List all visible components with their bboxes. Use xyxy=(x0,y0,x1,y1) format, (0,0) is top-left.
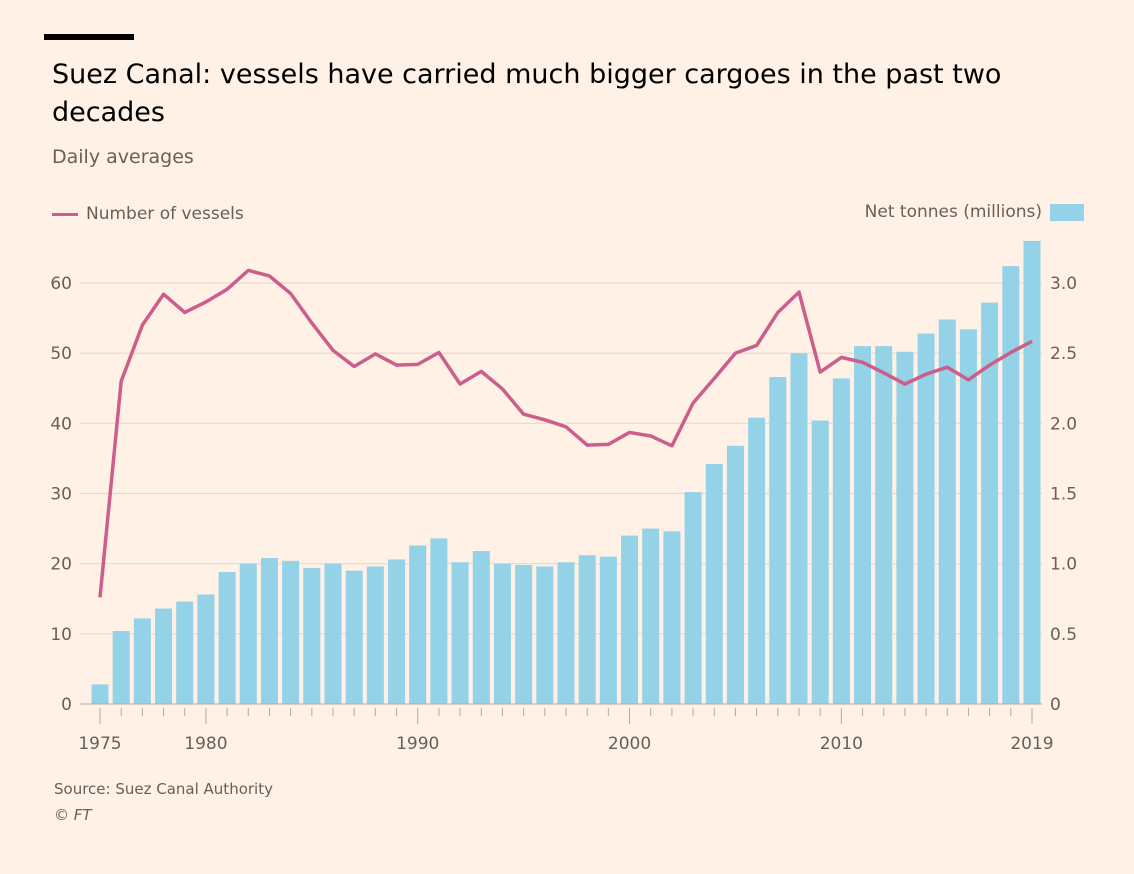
y-right-tick-label: 0 xyxy=(1050,695,1061,715)
bar-1985 xyxy=(303,567,321,704)
x-tick-label: 2019 xyxy=(1010,734,1053,754)
x-tick-label: 1975 xyxy=(78,734,121,754)
legend-line-swatch xyxy=(52,212,78,216)
x-tick-label: 2010 xyxy=(820,734,863,754)
bar-2006 xyxy=(748,417,766,704)
bar-2005 xyxy=(726,445,744,704)
y-right-tick-label: 3.0 xyxy=(1050,274,1077,294)
y-right-tick-label: 0.5 xyxy=(1050,625,1077,645)
bar-2000 xyxy=(621,535,639,704)
legend-label: Number of vessels xyxy=(86,204,244,224)
y-left-tick-label: 0 xyxy=(61,695,72,715)
ft-title-rule xyxy=(44,34,134,40)
bar-2014 xyxy=(917,333,935,704)
bar-2008 xyxy=(790,353,808,704)
bar-1975 xyxy=(91,684,109,704)
bar-2012 xyxy=(875,346,893,704)
copyright: © FT xyxy=(54,806,92,824)
legend-bar-swatch xyxy=(1050,203,1084,221)
bar-2019 xyxy=(1023,240,1041,704)
bar-1984 xyxy=(282,560,300,704)
bar-1995 xyxy=(515,565,533,704)
bar-2016 xyxy=(959,329,977,704)
chart-subtitle: Daily averages xyxy=(52,146,194,168)
y-left-tick-label: 10 xyxy=(50,625,72,645)
bar-2009 xyxy=(811,420,829,704)
bar-1999 xyxy=(599,556,617,704)
x-tick-label: 1990 xyxy=(396,734,439,754)
bar-1994 xyxy=(493,563,511,704)
chart-title: Suez Canal: vessels have carried much bi… xyxy=(52,59,1002,128)
bar-1996 xyxy=(536,566,554,704)
bar-2007 xyxy=(769,377,787,704)
y-left-tick-label: 20 xyxy=(50,555,72,575)
x-tick-label: 1980 xyxy=(184,734,227,754)
bar-1982 xyxy=(239,563,257,704)
y-left-tick-label: 60 xyxy=(50,274,72,294)
bar-1983 xyxy=(260,558,278,704)
bar-1976 xyxy=(112,631,130,704)
bar-1977 xyxy=(133,618,151,704)
vessels-line xyxy=(98,268,1033,598)
bar-2013 xyxy=(896,351,914,704)
legend-tonnes: Net tonnes (millions) xyxy=(865,202,1084,222)
y-right-tick-label: 2.0 xyxy=(1050,414,1077,434)
bar-1978 xyxy=(155,608,173,704)
bar-1989 xyxy=(388,559,406,704)
source-note: Source: Suez Canal Authority xyxy=(54,780,273,798)
bar-1986 xyxy=(324,563,342,704)
bar-1981 xyxy=(218,572,236,704)
legend-label: Net tonnes (millions) xyxy=(864,202,1042,222)
bar-2018 xyxy=(1002,266,1020,704)
bar-2011 xyxy=(854,346,872,704)
bar-2015 xyxy=(938,319,956,704)
bar-1979 xyxy=(176,601,194,704)
bar-1992 xyxy=(451,562,469,704)
y-right-tick-label: 1.5 xyxy=(1050,485,1077,505)
bar-1990 xyxy=(409,545,427,704)
bar-1991 xyxy=(430,538,448,704)
bar-2002 xyxy=(663,531,681,704)
bar-1980 xyxy=(197,594,215,704)
y-left-tick-label: 50 xyxy=(50,344,72,364)
bar-2004 xyxy=(705,464,723,704)
bar-2003 xyxy=(684,492,702,704)
bar-1997 xyxy=(557,562,575,704)
y-right-tick-label: 2.5 xyxy=(1050,344,1077,364)
bar-2017 xyxy=(981,302,999,704)
y-right-tick-label: 1.0 xyxy=(1050,555,1077,575)
bar-1988 xyxy=(366,566,384,704)
x-tick-label: 2000 xyxy=(608,734,651,754)
bar-2010 xyxy=(832,378,850,704)
bar-1993 xyxy=(472,551,490,704)
y-left-tick-label: 40 xyxy=(50,414,72,434)
bar-1998 xyxy=(578,555,596,704)
bar-1987 xyxy=(345,570,363,704)
legend-vessels: Number of vessels xyxy=(52,204,244,224)
y-left-tick-label: 30 xyxy=(50,485,72,505)
bar-2001 xyxy=(642,528,660,704)
